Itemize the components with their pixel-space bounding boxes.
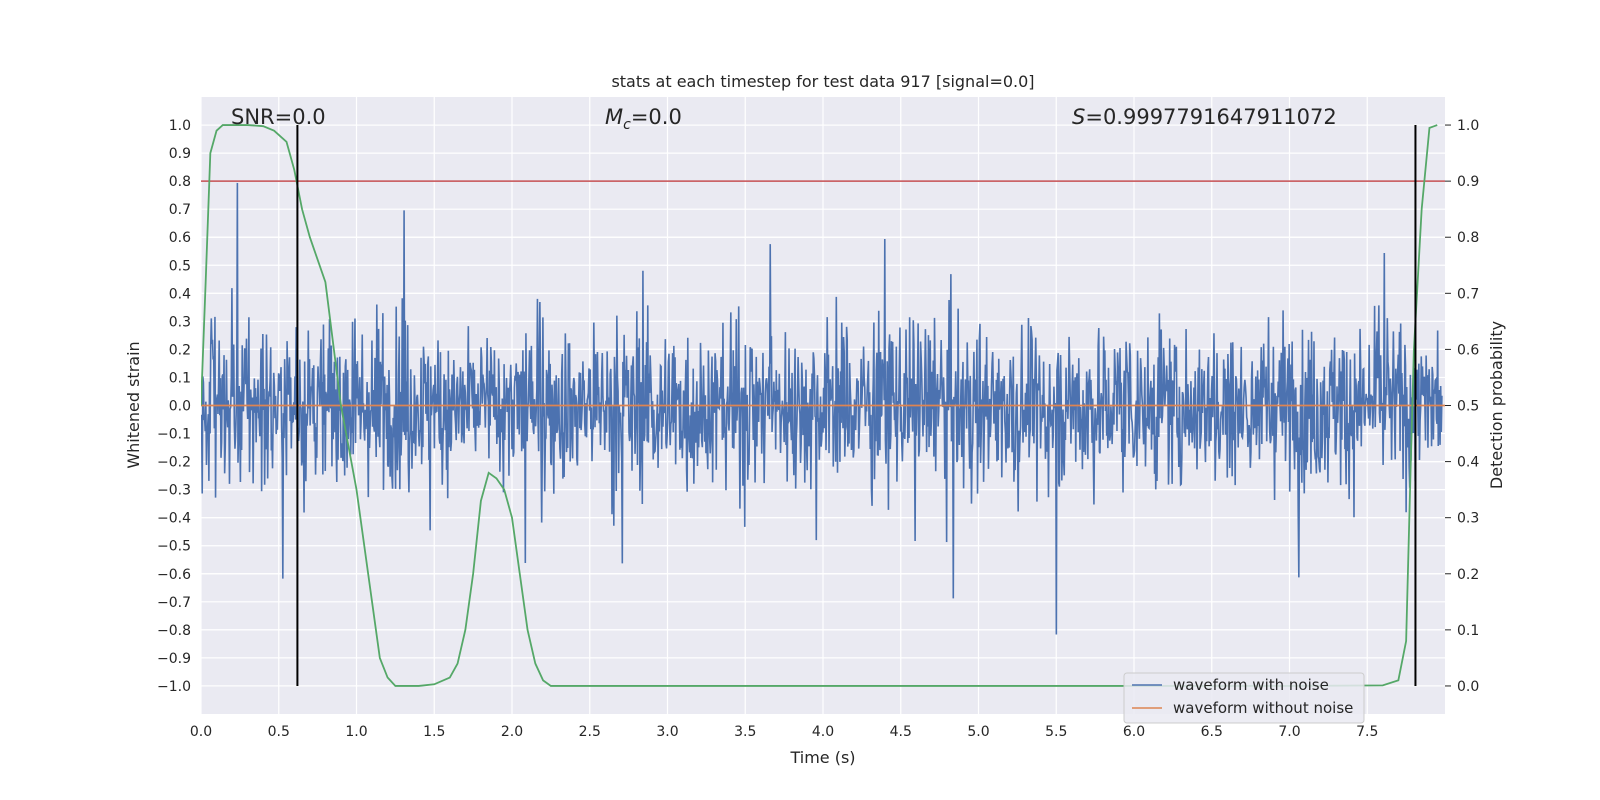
y-tick-label: 0.4 — [169, 286, 191, 302]
y2-axis-label: Detection probability — [1487, 321, 1506, 489]
x-axis-label: Time (s) — [789, 748, 855, 767]
mc-symbol: M — [605, 105, 623, 129]
noise-waveform-line — [201, 182, 1443, 635]
y-tick-label: 0.7 — [169, 202, 191, 218]
ticks: 0.0 0.5 1.0 1.5 2.0 2.5 3.0 3.5 4.0 4.5 5.0 5.5 6.0 6… — [157, 118, 1479, 740]
y-tick-label: −0.2 — [157, 455, 191, 471]
y-tick-label: 0.1 — [169, 370, 191, 386]
y-tick-label: −0.7 — [157, 595, 191, 611]
y-tick-label: 0.2 — [169, 342, 191, 358]
y-tick-label: −0.1 — [157, 427, 191, 443]
x-tick-label: 4.0 — [812, 724, 834, 740]
mc-annotation: Mc=0.0 — [605, 105, 682, 133]
y2-tick-label: 0.3 — [1457, 511, 1479, 527]
mc-subscript: c — [623, 117, 631, 133]
y-tick-label: 1.0 — [169, 118, 191, 134]
y2-tick-label: 0.2 — [1457, 567, 1479, 583]
x-tick-label: 7.0 — [1278, 724, 1300, 740]
x-tick-label: 7.5 — [1356, 724, 1378, 740]
x-tick-label: 3.5 — [734, 724, 756, 740]
x-tick-label: 0.5 — [268, 724, 290, 740]
y2-tick-label: 0.7 — [1457, 286, 1479, 302]
x-tick-label: 4.5 — [890, 724, 912, 740]
y2-tick-label: 1.0 — [1457, 118, 1479, 134]
chart-title: stats at each timestep for test data 917… — [611, 72, 1034, 91]
y-tick-label: −1.0 — [157, 679, 191, 695]
y-tick-label: 0.9 — [169, 146, 191, 162]
y-axis-label: Whitened strain — [124, 341, 143, 468]
x-tick-label: 6.5 — [1201, 724, 1223, 740]
y-tick-label: −0.3 — [157, 483, 191, 499]
y2-tick-label: 0.5 — [1457, 399, 1479, 415]
x-tick-label: 5.5 — [1045, 724, 1067, 740]
s-value: =0.9997791647911072 — [1085, 105, 1336, 129]
x-tick-label: 0.0 — [190, 724, 212, 740]
y2-tick-label: 0.8 — [1457, 230, 1479, 246]
y2-tick-label: 0.9 — [1457, 174, 1479, 190]
x-tick-label: 6.0 — [1123, 724, 1145, 740]
s-annotation: S=0.9997791647911072 — [1072, 105, 1337, 129]
y2-tick-label: 0.4 — [1457, 455, 1479, 471]
y-tick-label: −0.5 — [157, 539, 191, 555]
y-tick-label: 0.5 — [169, 258, 191, 274]
x-tick-label: 2.5 — [579, 724, 601, 740]
y-tick-label: 0.0 — [169, 399, 191, 415]
y-tick-label: −0.8 — [157, 623, 191, 639]
legend-label-noise: waveform with noise — [1173, 676, 1329, 694]
x-tick-label: 1.0 — [345, 724, 367, 740]
legend-label-clean: waveform without noise — [1173, 699, 1353, 717]
y-tick-label: 0.6 — [169, 230, 191, 246]
y2-tick-label: 0.1 — [1457, 623, 1479, 639]
mc-value: =0.0 — [631, 105, 682, 129]
s-symbol: S — [1072, 105, 1085, 129]
y-tick-label: 0.8 — [169, 174, 191, 190]
legend-box — [1123, 672, 1365, 724]
x-tick-label: 5.0 — [967, 724, 989, 740]
y-tick-label: −0.4 — [157, 511, 191, 527]
x-tick-label: 2.0 — [501, 724, 523, 740]
x-tick-label: 1.5 — [423, 724, 445, 740]
y-tick-label: 0.3 — [169, 314, 191, 330]
y-tick-label: −0.6 — [157, 567, 191, 583]
y-tick-label: −0.9 — [157, 651, 191, 667]
y2-tick-label: 0.0 — [1457, 679, 1479, 695]
legend: waveform with noise waveform without noi… — [1123, 672, 1365, 724]
snr-annotation: SNR=0.0 — [231, 105, 326, 129]
x-tick-label: 3.0 — [656, 724, 678, 740]
y2-tick-label: 0.6 — [1457, 342, 1479, 358]
